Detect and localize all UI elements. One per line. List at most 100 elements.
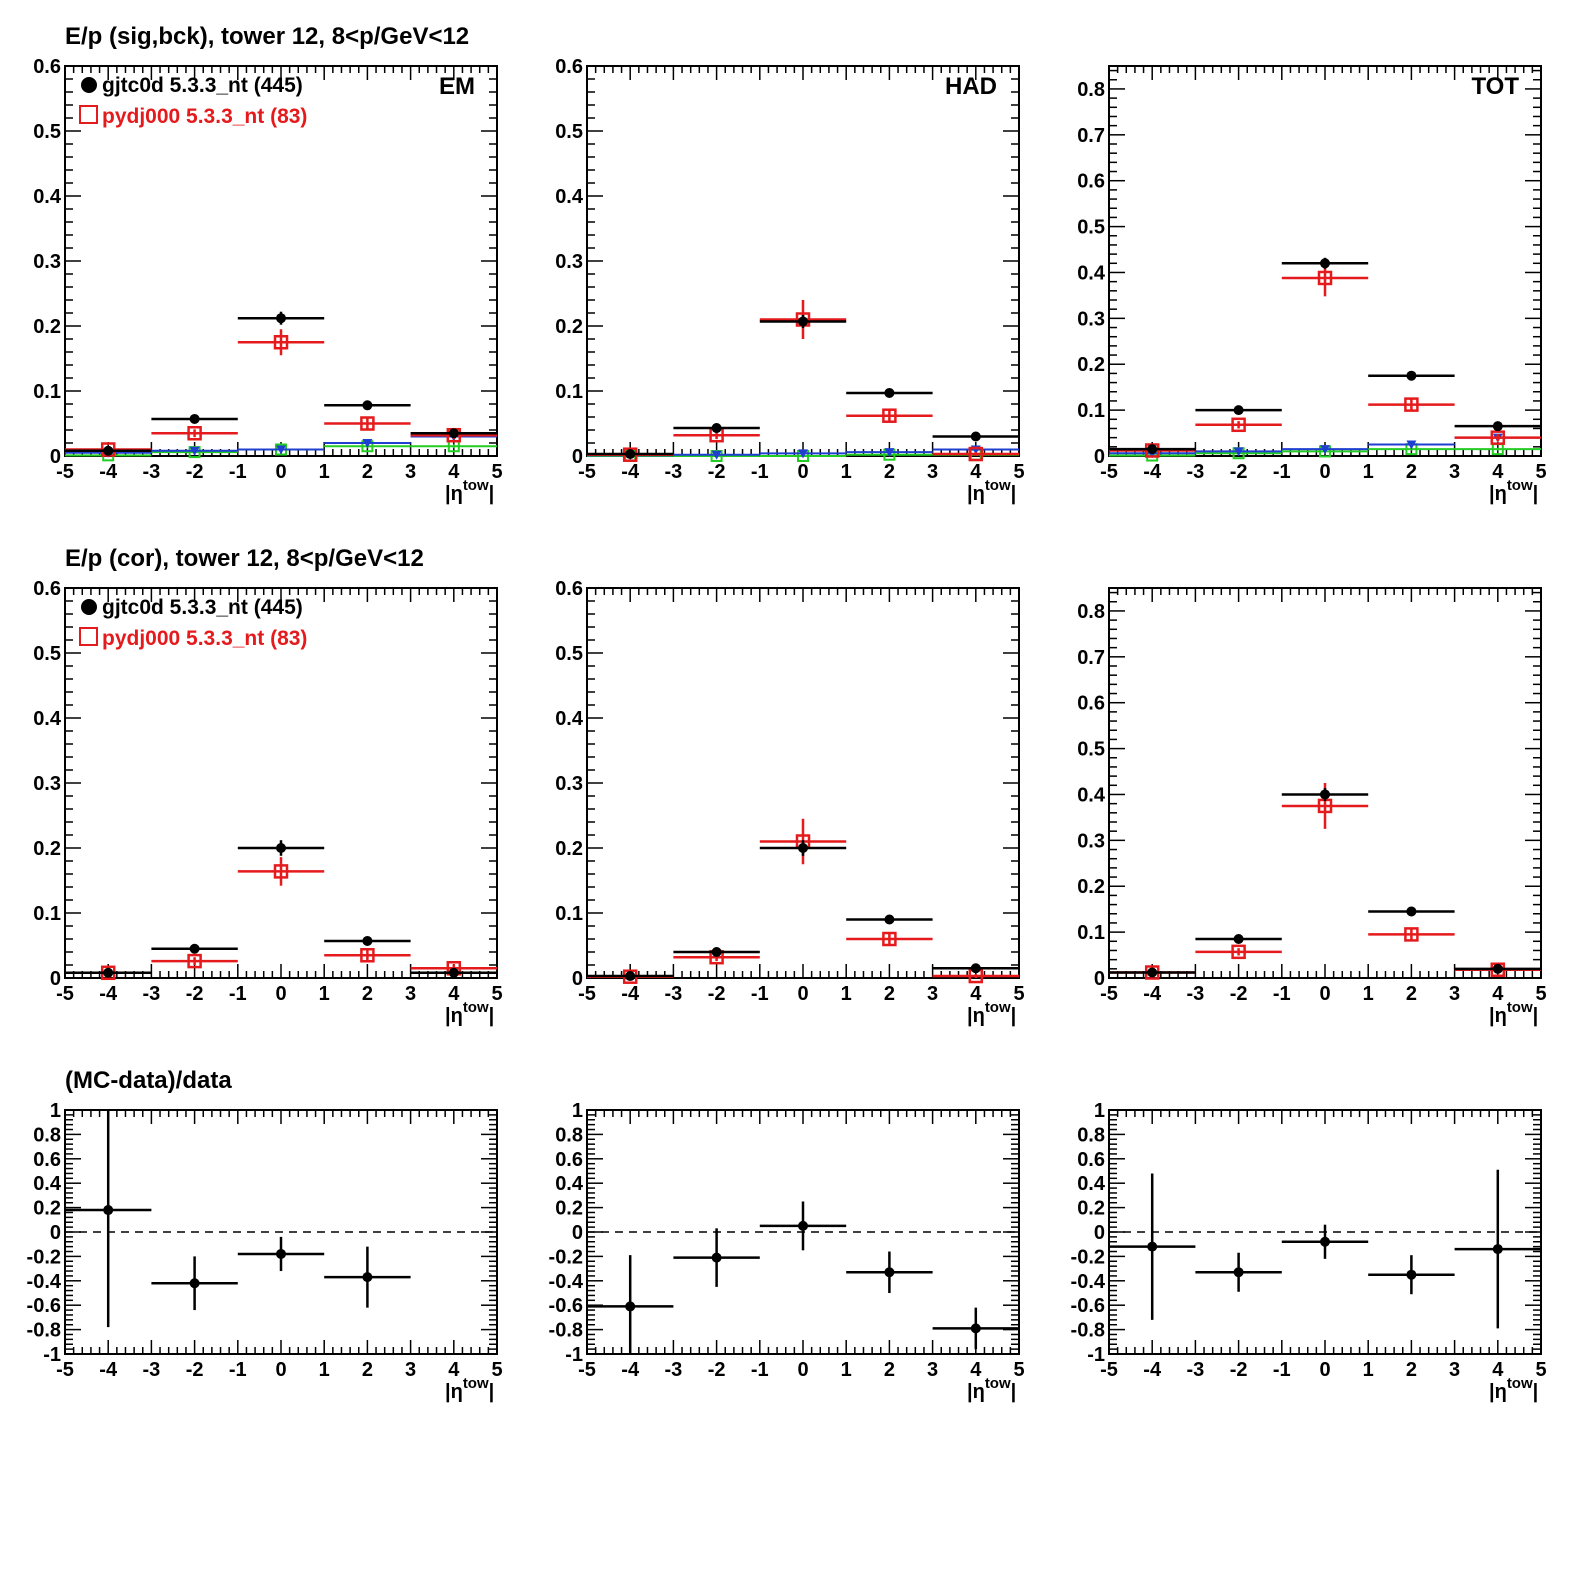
x-tick-label: 0 <box>1319 983 1330 1005</box>
data-point <box>273 335 289 350</box>
data-point <box>187 953 202 969</box>
x-tick-label: -3 <box>665 461 683 483</box>
y-tick-label: 0.2 <box>1077 1198 1105 1220</box>
y-tick-label: 0.1 <box>33 381 61 403</box>
y-tick-label: -0.6 <box>1071 1295 1105 1317</box>
x-tick-label: 5 <box>1535 461 1546 483</box>
x-tick-label: -2 <box>186 1359 204 1381</box>
legend-label-mc: pydj000 5.3.3_nt (83) <box>102 627 307 650</box>
x-tick-label: -5 <box>578 1359 596 1381</box>
chart-panel-r1-c1: -5 -4 -3 -2 -1 0 1 2 3 4 5 0 0.1 0.2 0.3 0.4 0.5 0.6 |ηtow… <box>555 578 1024 1027</box>
y-tick-label: 0 <box>1094 446 1105 468</box>
x-tick-label: -3 <box>143 1359 161 1381</box>
x-tick-label: 2 <box>362 983 373 1005</box>
x-tick-label: 4 <box>1492 1359 1504 1381</box>
x-tick-label: 5 <box>1013 1359 1024 1381</box>
legend-marker-data <box>81 599 97 615</box>
chart-panel-r2-c2: -5 -4 -3 -2 -1 0 1 2 3 4 5-1-0.8-0.6-0.4-0.200.20.… <box>1071 1100 1547 1403</box>
y-tick-label: 0.3 <box>1077 830 1105 852</box>
x-tick-label: -1 <box>229 461 247 483</box>
data-point <box>189 413 200 424</box>
x-tick-label: 1 <box>319 461 330 483</box>
data-point <box>711 423 722 434</box>
row-title-0: E/p (sig,bck), tower 12, 8<p/GeV<12 <box>65 23 469 50</box>
x-axis-title: |ηtow| <box>967 477 1016 505</box>
panels: -5 -4 -3 -2 -1 0 1 2 3 4 5 0 0.1 0.2 0.3 0.4 0.5 0.6 |ηtow… <box>27 56 1547 1403</box>
y-tick-label: 0.4 <box>33 708 62 730</box>
series-black <box>65 1110 411 1328</box>
y-tick-label: -0.4 <box>27 1271 62 1293</box>
data-point <box>103 445 114 456</box>
data-point <box>798 843 808 853</box>
panel-label: EM <box>439 73 475 100</box>
data-point <box>884 448 895 458</box>
y-tick-label: 0.8 <box>1077 79 1105 101</box>
y-tick-label: 0.7 <box>1077 125 1105 147</box>
x-axis-title: |ηtow| <box>967 999 1016 1027</box>
x-tick-label: 3 <box>405 1359 416 1381</box>
x-axis-title: |ηtow| <box>1489 477 1538 505</box>
x-tick-label: 4 <box>1492 983 1504 1005</box>
y-tick-label: 0 <box>572 968 583 990</box>
y-tick-label: 0.2 <box>555 316 583 338</box>
x-tick-label: 4 <box>970 983 982 1005</box>
y-tick-label: 0.6 <box>555 56 583 78</box>
x-tick-label: 3 <box>1449 461 1460 483</box>
y-tick-label: 0 <box>50 968 61 990</box>
data-point <box>189 1278 200 1289</box>
x-tick-label: 5 <box>1013 983 1024 1005</box>
x-tick-label: 4 <box>1492 461 1504 483</box>
y-tick-label: -0.6 <box>549 1295 583 1317</box>
y-tick-label: 0.8 <box>33 1124 61 1146</box>
y-tick-label: -0.2 <box>1071 1246 1105 1268</box>
x-tick-label: 1 <box>841 983 852 1005</box>
data-point <box>1406 906 1417 917</box>
x-tick-label: 2 <box>884 461 895 483</box>
x-tick-label: -5 <box>578 461 596 483</box>
x-tick-label: 2 <box>362 461 373 483</box>
chart-panel-r1-c2: -5 -4 -3 -2 -1 0 1 2 3 4 5 0 0.1 0.2 0.3 0.4 0.5 0.6 0.7 0.… <box>1077 587 1547 1027</box>
data-point <box>798 449 808 459</box>
x-axis-title: |ηtow| <box>445 477 494 505</box>
x-tick-label: -3 <box>1187 1359 1205 1381</box>
y-tick-label: 0.8 <box>1077 601 1105 623</box>
x-tick-label: -4 <box>1143 983 1162 1005</box>
x-tick-label: 3 <box>927 1359 938 1381</box>
data-point <box>625 971 636 982</box>
y-tick-label: -0.8 <box>27 1320 61 1342</box>
x-axis-title: |ηtow| <box>1489 999 1538 1027</box>
data-point <box>1317 270 1333 286</box>
x-tick-label: 5 <box>491 461 502 483</box>
x-tick-label: 1 <box>1363 1359 1374 1381</box>
x-tick-label: 1 <box>1363 983 1374 1005</box>
y-tick-label: 0.5 <box>1077 217 1105 239</box>
x-tick-label: -5 <box>1100 983 1118 1005</box>
data-point <box>276 843 286 853</box>
data-point <box>1406 370 1417 381</box>
data-point <box>1492 963 1503 974</box>
y-tick-label: -0.4 <box>1071 1271 1106 1293</box>
y-tick-label: -0.2 <box>27 1246 61 1268</box>
x-tick-label: -2 <box>186 983 204 1005</box>
y-tick-label: 0.3 <box>33 773 61 795</box>
y-tick-label: 0 <box>50 1222 61 1244</box>
y-tick-label: 0.8 <box>555 1124 583 1146</box>
x-tick-label: 3 <box>1449 1359 1460 1381</box>
y-tick-label: -0.8 <box>1071 1320 1105 1342</box>
x-tick-label: -2 <box>186 461 204 483</box>
x-tick-label: 1 <box>841 1359 852 1381</box>
y-tick-label: 0.6 <box>1077 693 1105 715</box>
x-tick-label: 4 <box>970 461 982 483</box>
y-tick-label: 1 <box>1094 1100 1105 1122</box>
data-point <box>362 1272 373 1283</box>
x-tick-label: 2 <box>884 983 895 1005</box>
y-tick-label: 0.6 <box>555 1149 583 1171</box>
x-tick-label: 0 <box>275 461 286 483</box>
data-point <box>1147 444 1158 455</box>
data-point <box>448 967 459 978</box>
data-point <box>884 914 895 925</box>
legend-marker-mc <box>79 105 98 124</box>
data-point <box>1492 421 1503 432</box>
